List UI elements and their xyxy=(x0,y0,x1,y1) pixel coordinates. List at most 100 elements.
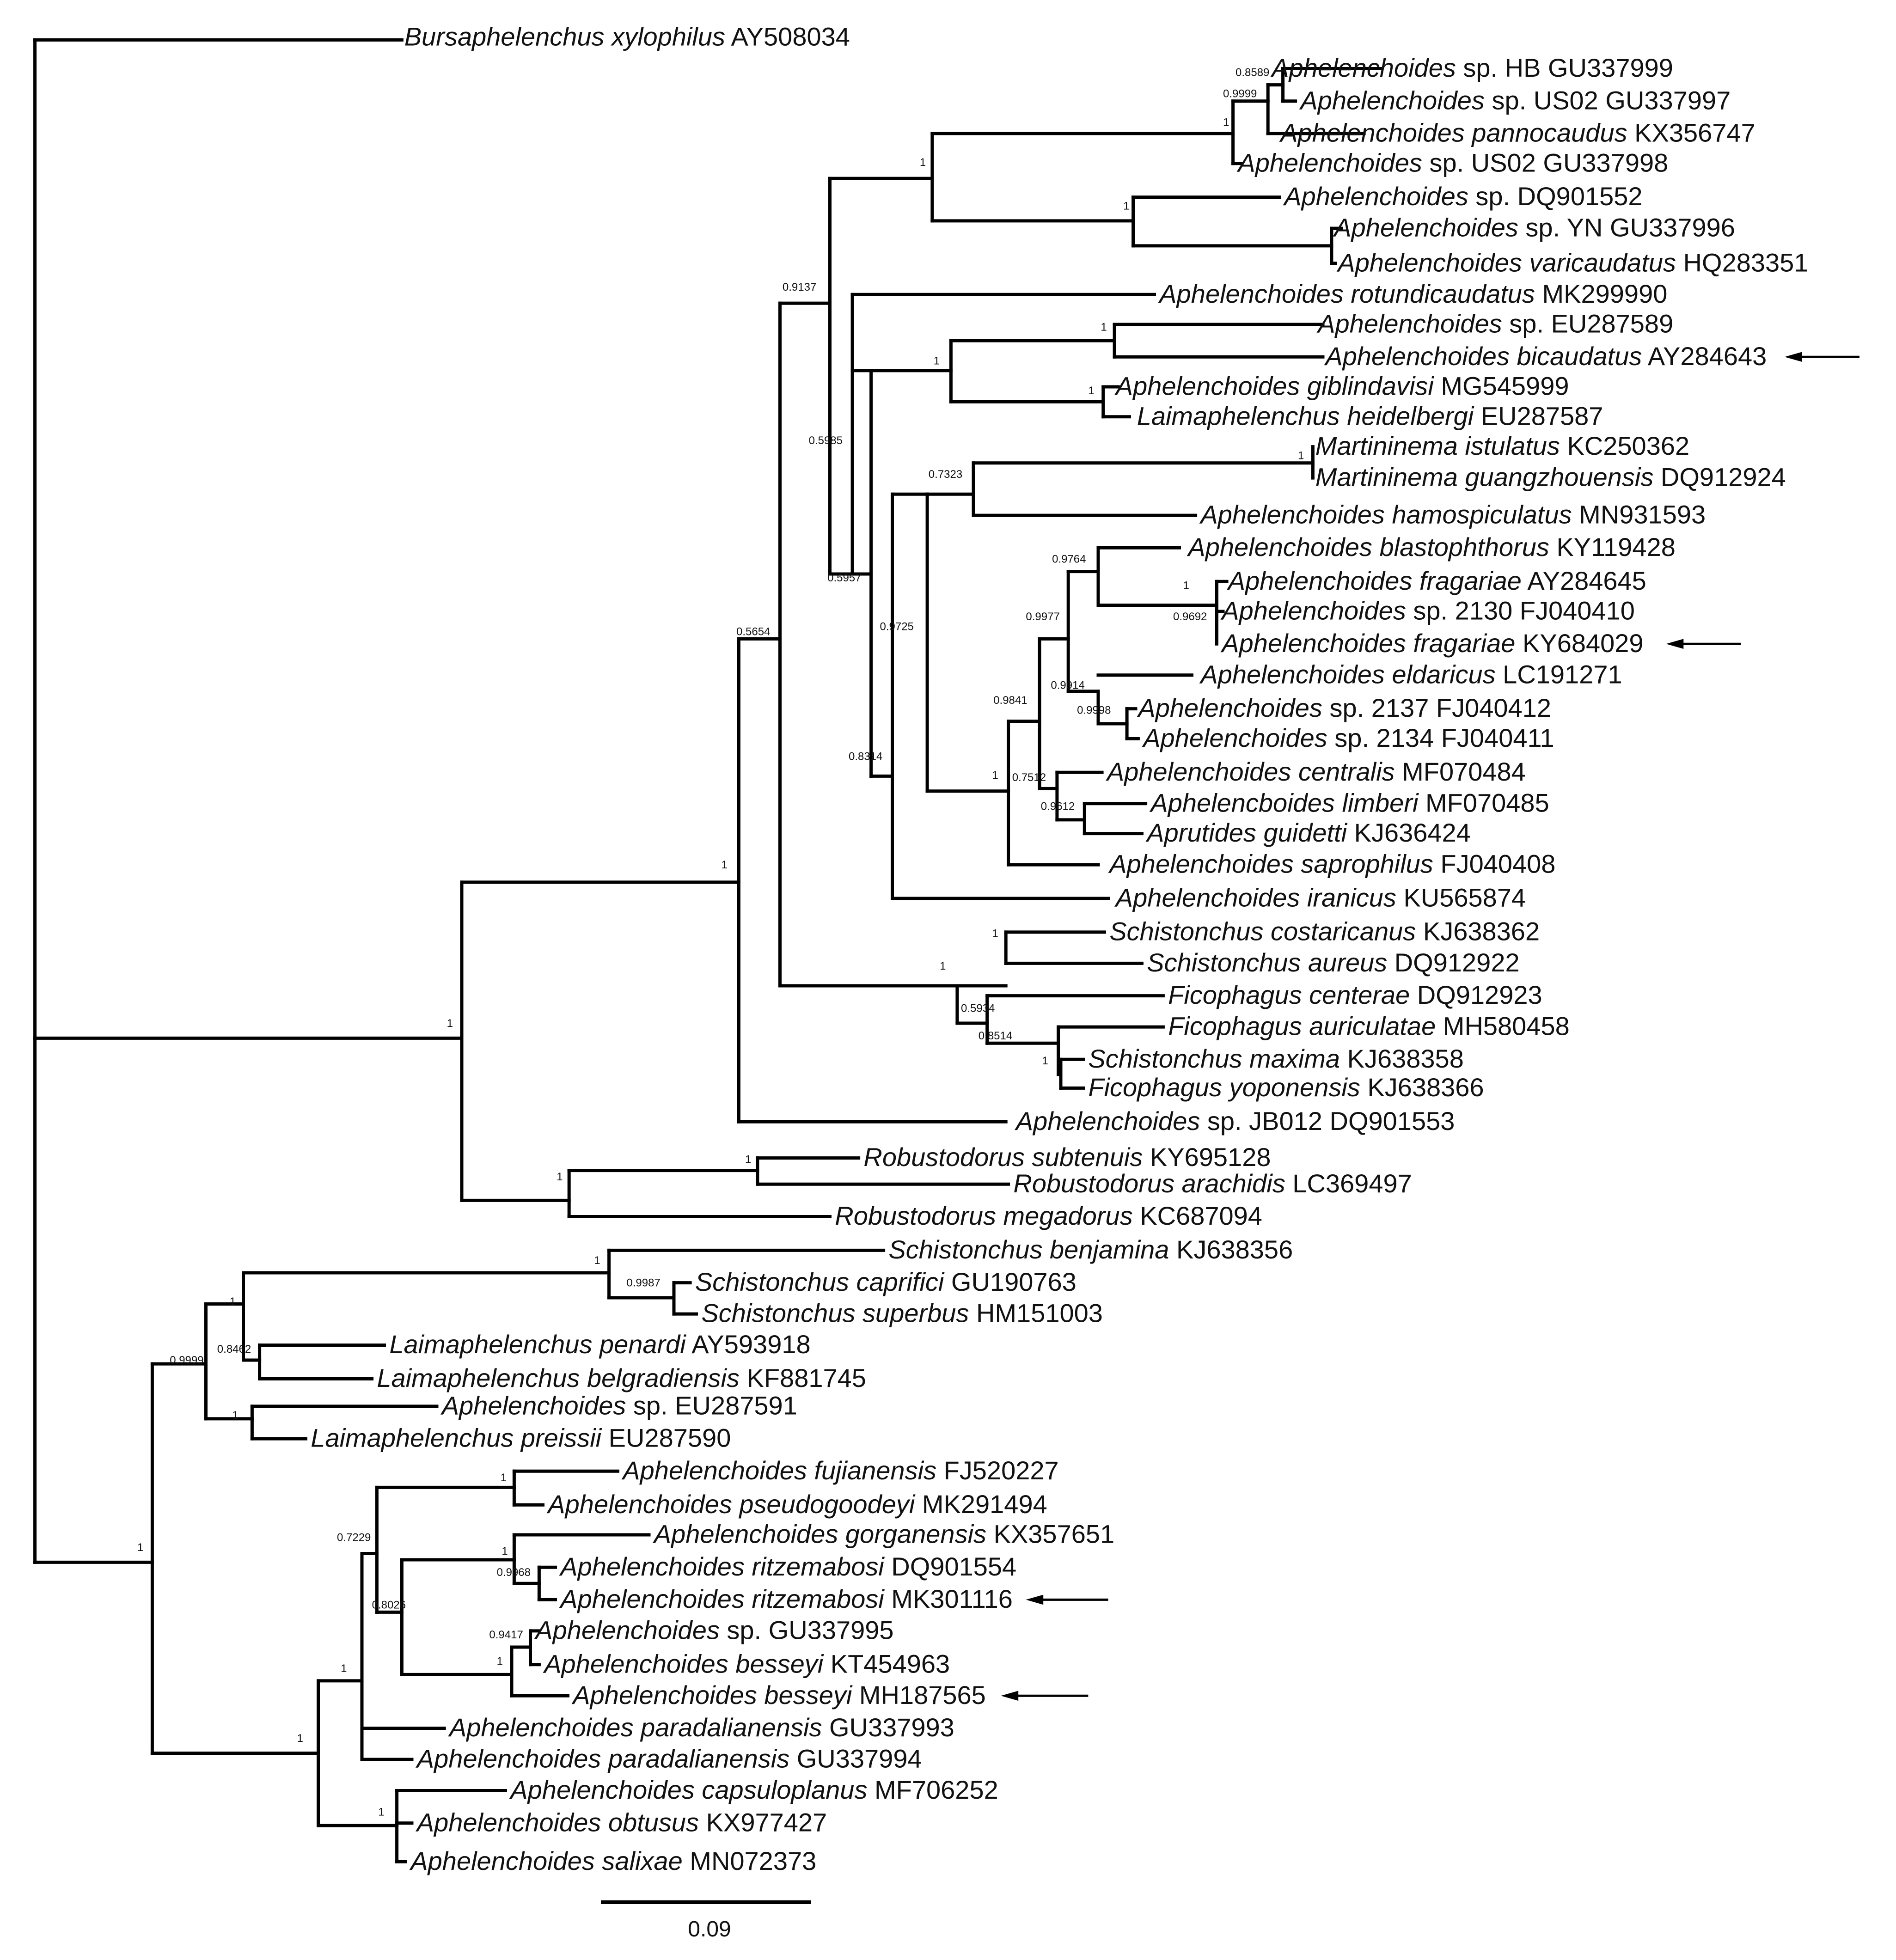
taxon-label: Aphelenchoides sp. YN GU337996 xyxy=(1333,213,1735,242)
taxon-label: Aphelenchoides ritzemabosi MK301116 xyxy=(559,1584,1013,1613)
taxon-label: Aphelenchoides besseyi MH187565 xyxy=(571,1680,986,1710)
taxon-genus: Aphelenchoides xyxy=(559,1552,745,1581)
taxon-accession: KY119428 xyxy=(1556,532,1675,562)
taxon-epithet: besseyi xyxy=(764,1680,852,1710)
support-value: 0.8514 xyxy=(979,1030,1012,1042)
taxon-label: Aphelenchoides fujianensis FJ520227 xyxy=(621,1456,1058,1485)
taxon-accession: DQ901554 xyxy=(891,1552,1016,1581)
taxon-accession: HM151003 xyxy=(976,1299,1103,1328)
taxon-label: Aphelenchoides sp. HB GU337999 xyxy=(1270,53,1673,82)
taxon-epithet: guangzhouensis xyxy=(1465,463,1653,492)
taxon-accession: GU337996 xyxy=(1610,213,1735,242)
support-value: 0.8314 xyxy=(849,750,882,763)
taxon-epithet: preissii xyxy=(520,1423,602,1453)
taxon-accession: KY695128 xyxy=(1150,1142,1271,1172)
taxon-genus: Robustodorus xyxy=(863,1142,1025,1172)
support-value: 1 xyxy=(447,1017,453,1030)
taxon-accession: EU287589 xyxy=(1551,309,1674,338)
taxon-accession: FJ040412 xyxy=(1436,693,1551,722)
taxon-accession: EU287587 xyxy=(1481,401,1603,430)
taxon-accession: FJ040410 xyxy=(1520,596,1635,625)
support-value: 1 xyxy=(378,1806,384,1819)
taxon-label: Aphelenchoides pseudogoodeyi MK291494 xyxy=(546,1490,1047,1519)
support-value: 1 xyxy=(137,1541,143,1554)
highlight-arrow-icon xyxy=(1001,1691,1019,1701)
taxon-label: Ficophagus auriculatae MH580458 xyxy=(1168,1012,1570,1041)
taxon-label: Aphelenchoides paradalianensis GU337994 xyxy=(416,1744,922,1773)
taxon-genus: Aphelenchoides xyxy=(1187,532,1372,562)
taxon-genus: Aphelenchoides xyxy=(1316,309,1502,338)
support-value: 0.9999 xyxy=(170,1354,203,1367)
taxon-epithet: sp. xyxy=(1509,309,1544,338)
taxon-accession: GU337994 xyxy=(797,1744,922,1773)
taxon-accession: MF070485 xyxy=(1425,788,1549,817)
taxon-genus: Aphelenchoides xyxy=(448,1713,634,1742)
support-value: 0.9692 xyxy=(1173,611,1207,623)
taxon-accession: KJ638356 xyxy=(1176,1235,1293,1264)
support-value: 0.9914 xyxy=(1051,679,1084,691)
taxon-genus: Schistonchus xyxy=(1088,1044,1242,1073)
taxon-epithet: sp. xyxy=(633,1391,668,1420)
taxon-accession: LC369497 xyxy=(1292,1169,1412,1198)
taxon-genus: Schistonchus xyxy=(701,1299,855,1328)
taxon-epithet: paradalianensis xyxy=(607,1744,789,1773)
taxon-label: Schistonchus superbus HM151003 xyxy=(701,1299,1103,1328)
taxon-accession: GU337998 xyxy=(1543,148,1668,177)
taxon-genus: Aphelenchoides xyxy=(546,1490,732,1519)
tree-branches xyxy=(33,38,1383,1863)
taxon-accession: MK301116 xyxy=(891,1584,1013,1613)
taxon-accession: AY284643 xyxy=(1648,342,1767,371)
taxon-label: Robustodorus megadorus KC687094 xyxy=(835,1201,1262,1230)
taxon-genus: Aphelenchoides xyxy=(1324,342,1510,371)
taxon-epithet: besseyi xyxy=(735,1649,824,1678)
taxon-genus: Martininema xyxy=(1315,463,1458,492)
support-value: 0.9998 xyxy=(1077,704,1111,716)
support-value: 0.9841 xyxy=(993,694,1027,707)
taxon-genus: Laimaphelenchus xyxy=(377,1363,580,1392)
taxon-genus: Aphelenchoides xyxy=(1336,248,1522,277)
support-value: 0.9417 xyxy=(489,1629,523,1641)
support-value: 0.7512 xyxy=(1012,771,1046,784)
support-value: 1 xyxy=(341,1662,347,1675)
taxon-accession: EU287591 xyxy=(675,1391,797,1420)
scale-bar: 0.09 xyxy=(601,1900,811,1942)
taxon-genus: Aphelenchoides xyxy=(559,1584,745,1613)
taxon-label: Robustodorus subtenuis KY695128 xyxy=(863,1142,1271,1172)
taxon-epithet: saprophilus xyxy=(1301,849,1433,879)
taxon-accession: MK291494 xyxy=(922,1490,1047,1519)
taxon-epithet: benjamina xyxy=(1050,1235,1169,1264)
taxon-label: Schistonchus caprifici GU190763 xyxy=(695,1267,1076,1296)
taxon-epithet: centerae xyxy=(1309,980,1410,1009)
taxon-genus: Aphelenchoides xyxy=(1199,500,1385,529)
taxon-accession: FJ520227 xyxy=(944,1456,1059,1485)
taxon-epithet: aureus xyxy=(1308,948,1387,977)
taxon-accession: AY593918 xyxy=(691,1330,810,1359)
taxon-epithet: costaricanus xyxy=(1271,917,1416,946)
taxon-genus: Aphelenchoides xyxy=(1106,757,1291,786)
taxon-epithet: capsuloplanus xyxy=(702,1775,867,1804)
support-value: 1 xyxy=(497,1655,503,1667)
taxon-epithet: ritzemabosi xyxy=(752,1552,885,1581)
taxon-label: Aphelenchoides sp. GU337995 xyxy=(534,1616,893,1645)
support-value: 0.9977 xyxy=(1026,611,1059,623)
taxon-epithet: centralis xyxy=(1298,757,1395,786)
taxon-genus: Aphelenchoides xyxy=(416,1807,601,1837)
taxon-epithet: xylophilus xyxy=(610,22,725,51)
taxon-label: Aphelenchoides paradalianensis GU337993 xyxy=(448,1713,954,1742)
support-value: 1 xyxy=(297,1732,303,1745)
support-value: 1 xyxy=(745,1153,751,1166)
taxon-label: Schistonchus costaricanus KJ638362 xyxy=(1109,917,1540,946)
support-value: 1 xyxy=(1223,116,1229,129)
taxon-genus: Aphelenchoides xyxy=(1299,85,1485,115)
taxon-accession: KF881745 xyxy=(746,1363,866,1392)
taxon-accession: KJ638366 xyxy=(1367,1073,1484,1102)
taxon-epithet: iranicus xyxy=(1307,883,1396,912)
taxon-accession: FJ040411 xyxy=(1441,723,1554,752)
taxon-epithet: heidelbergi xyxy=(1347,401,1474,430)
taxon-genus: Aphelenchoides xyxy=(1108,849,1294,879)
taxon-genus: Aphelenchoides xyxy=(409,1846,595,1875)
taxon-label: Aphelenchoides capsuloplanus MF706252 xyxy=(509,1775,998,1804)
taxon-genus: Schistonchus xyxy=(1147,948,1301,977)
taxon-label: Martininema guangzhouensis DQ912924 xyxy=(1315,463,1786,492)
taxon-genus: Aphelenchoides xyxy=(1279,118,1465,147)
